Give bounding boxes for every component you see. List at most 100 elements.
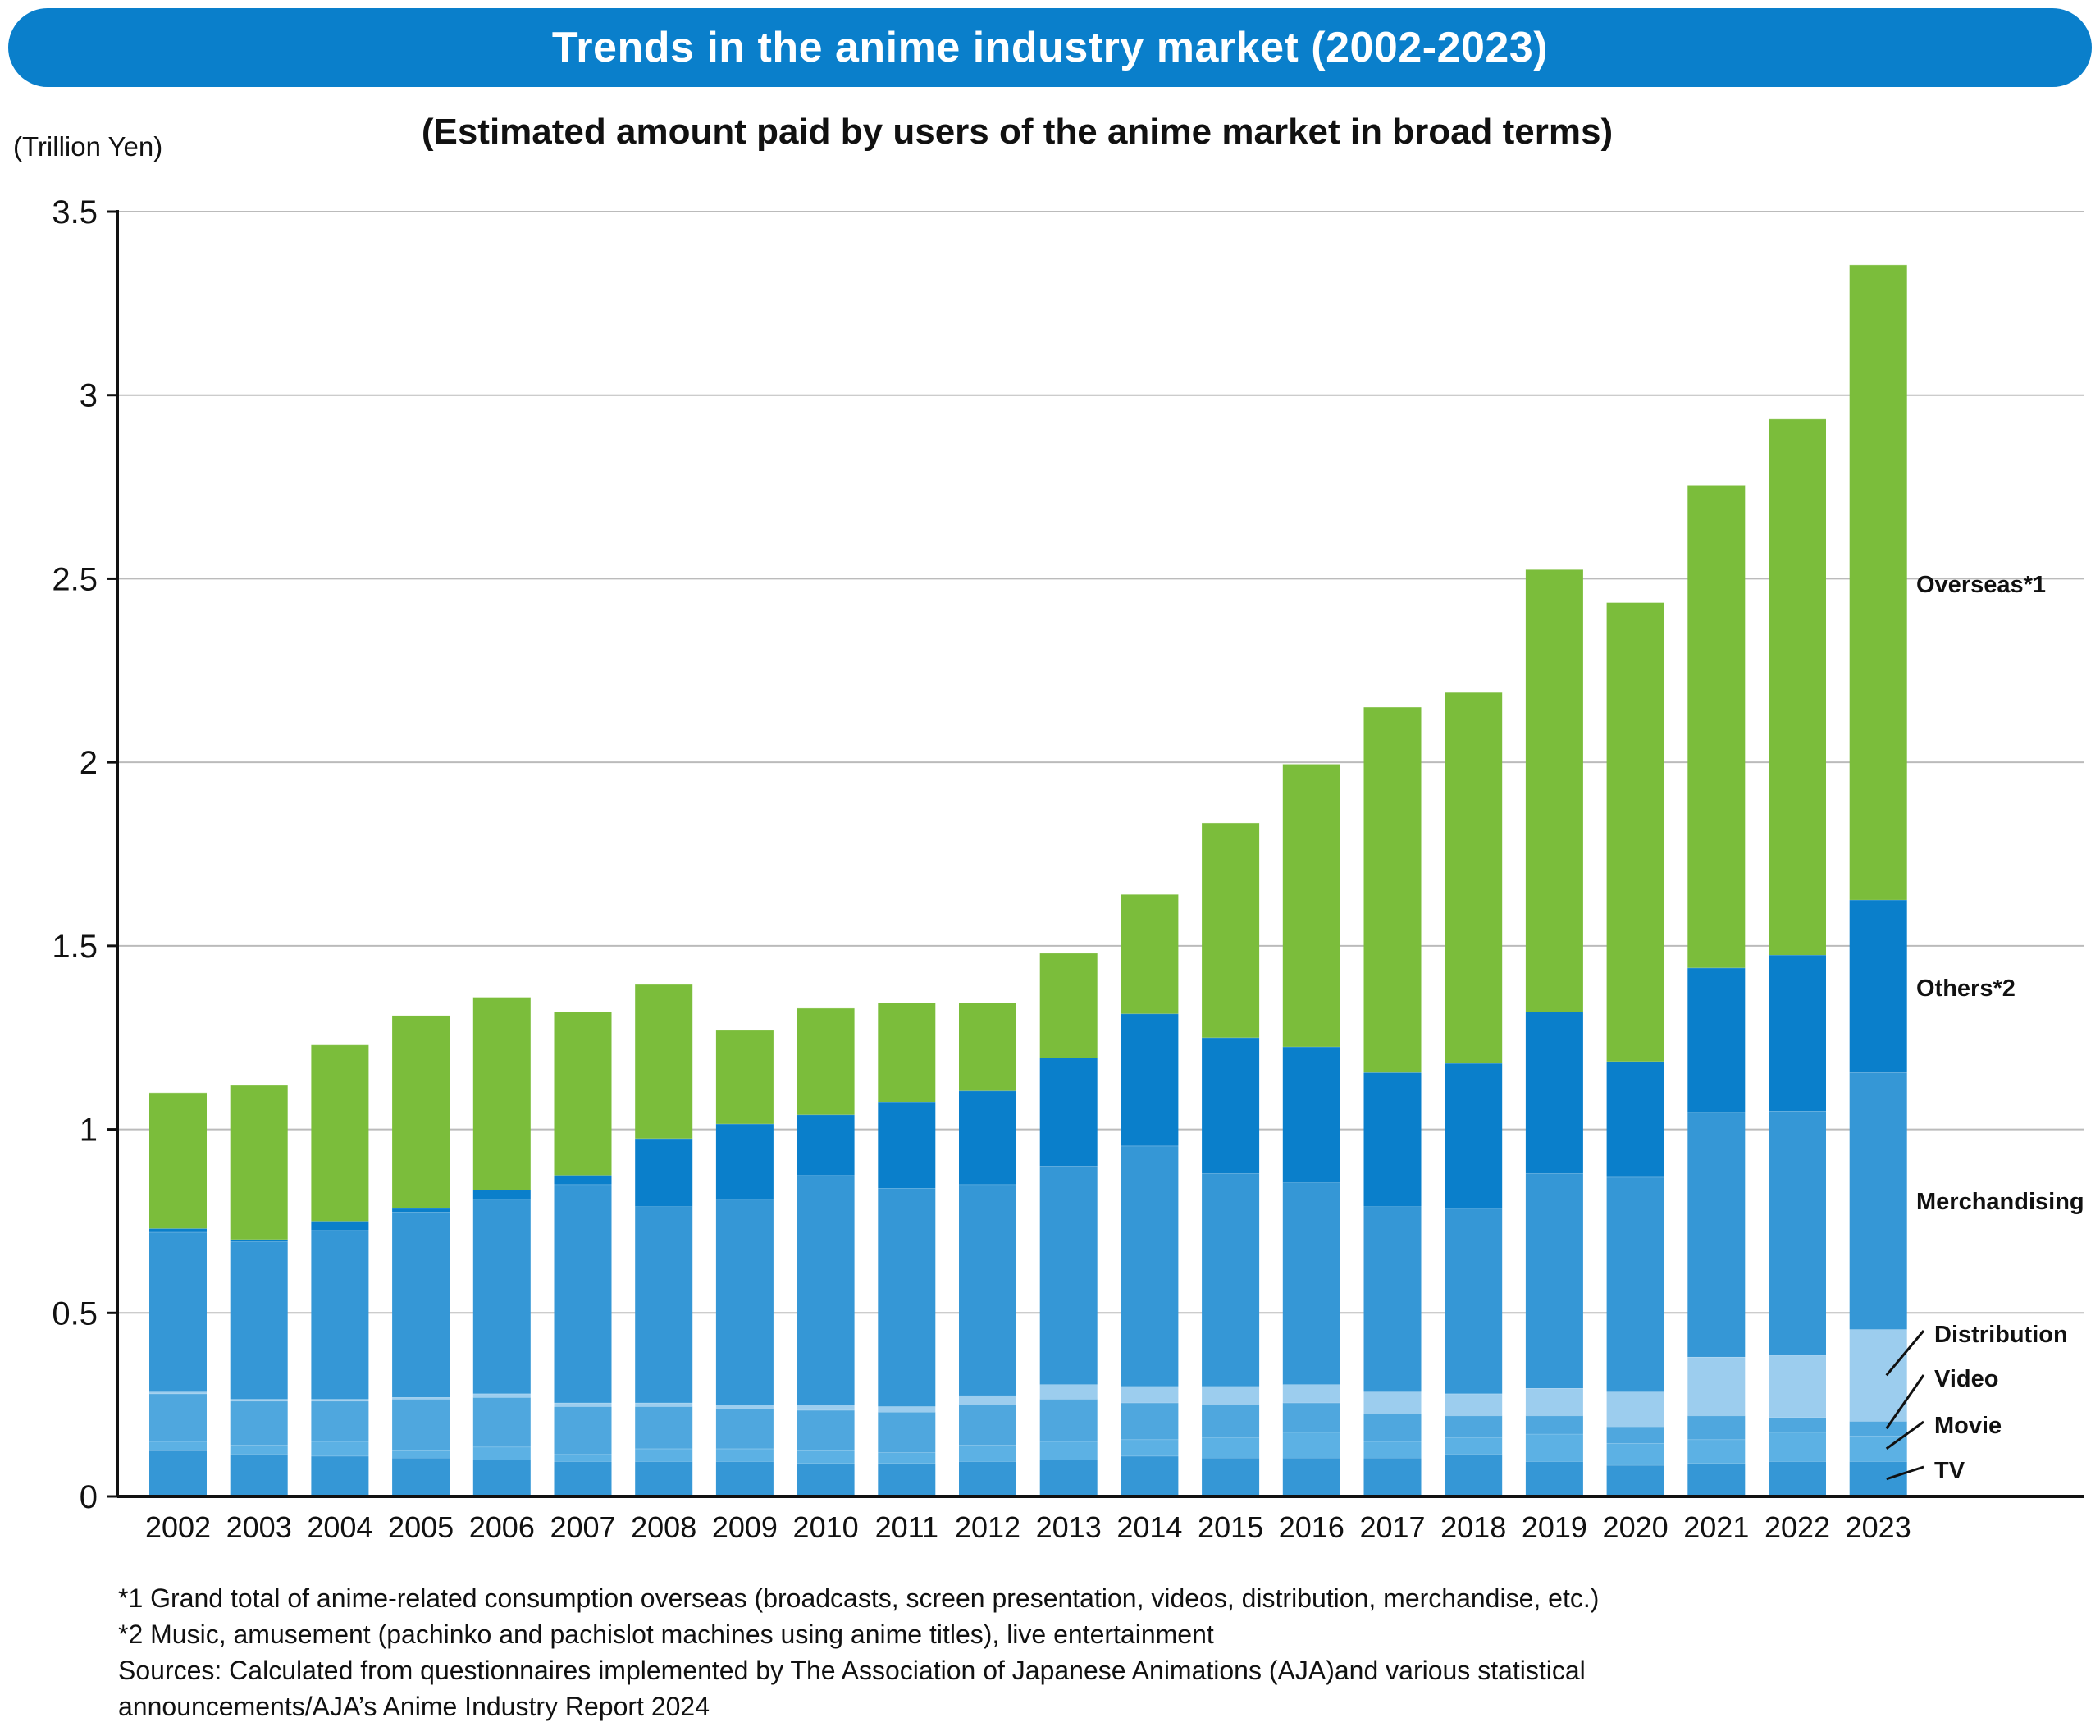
- bar-segment-others2: [230, 1239, 288, 1242]
- bar-segment-video: [149, 1393, 207, 1441]
- bar-segment-merchandising: [1525, 1173, 1583, 1389]
- x-tick-label: 2012: [955, 1510, 1020, 1544]
- bar-segment-video: [392, 1399, 450, 1451]
- bar-segment-movie: [1606, 1443, 1664, 1465]
- bar-segment-video: [715, 1408, 774, 1449]
- bar-segment-overseas1: [149, 1092, 207, 1229]
- bar-segment-movie: [1363, 1441, 1422, 1459]
- bar-segment-tv: [472, 1460, 531, 1496]
- bar-segment-tv: [1849, 1461, 1907, 1496]
- bars: [149, 264, 1907, 1496]
- bar-segment-video: [1282, 1402, 1340, 1432]
- bar-segment-video: [797, 1409, 855, 1451]
- bar-segment-merchandising: [1445, 1208, 1503, 1394]
- y-tick-label: 0.5: [52, 1295, 98, 1332]
- bar-segment-overseas1: [959, 1003, 1016, 1091]
- bar-segment-others2: [1687, 967, 1746, 1113]
- bar-segment-overseas1: [1445, 692, 1503, 1064]
- bar-segment-distribution: [1282, 1384, 1340, 1403]
- bar-segment-tv: [392, 1458, 450, 1496]
- bar-segment-tv: [1687, 1463, 1746, 1496]
- bar-segment-overseas1: [1039, 953, 1098, 1058]
- bar-segment-video: [1606, 1426, 1664, 1444]
- bar-segment-movie: [149, 1441, 207, 1451]
- legend-label-overseas1: Overseas*1: [1916, 572, 2046, 598]
- bar-segment-tv: [959, 1461, 1016, 1496]
- bar-segment-others2: [635, 1138, 693, 1207]
- bar-segment-overseas1: [230, 1085, 288, 1240]
- bar-segment-overseas1: [554, 1012, 612, 1176]
- bar-segment-tv: [149, 1450, 207, 1496]
- bar-segment-tv: [1445, 1454, 1503, 1496]
- x-tick-label: 2005: [388, 1510, 454, 1544]
- y-tick-label: 2.5: [52, 561, 98, 597]
- bar-segment-distribution: [1525, 1388, 1583, 1416]
- legend-label-tv: TV: [1934, 1458, 1965, 1484]
- bar-segment-tv: [635, 1461, 693, 1496]
- legend-label-distribution: Distribution: [1934, 1322, 2068, 1348]
- bar-segment-distribution: [392, 1397, 450, 1400]
- bar-segment-distribution: [878, 1406, 936, 1413]
- legend-label-movie: Movie: [1934, 1413, 2002, 1439]
- bar-segment-merchandising: [1282, 1182, 1340, 1385]
- bar-segment-overseas1: [1121, 894, 1179, 1014]
- bar-segment-merchandising: [797, 1175, 855, 1405]
- source-note-line2: announcements/AJA’s Anime Industry Repor…: [118, 1692, 710, 1721]
- bar-segment-video: [1121, 1402, 1179, 1440]
- bar-segment-merchandising: [230, 1241, 288, 1400]
- bar-segment-distribution: [149, 1391, 207, 1394]
- bar-segment-movie: [311, 1441, 369, 1456]
- axes: 0 0.5 1 1.5 2 2.5 3 3.5 2002 2003 2004 2005 2006 2007…: [52, 194, 2084, 1544]
- bar-segment-distribution: [959, 1395, 1016, 1405]
- bar-segment-distribution: [230, 1399, 288, 1401]
- bar-segment-movie: [1687, 1439, 1746, 1464]
- stacked-bar-chart: 0 0.5 1 1.5 2 2.5 3 3.5 2002 2003 2004 2005 2006 2007…: [52, 194, 2084, 1544]
- bar-segment-others2: [1849, 899, 1907, 1073]
- bar-segment-merchandising: [149, 1231, 207, 1392]
- bar-segment-movie: [1445, 1437, 1503, 1455]
- bar-segment-merchandising: [1039, 1166, 1098, 1385]
- footnotes: *1 Grand total of anime-related consumpt…: [118, 1580, 1599, 1725]
- bar-segment-others2: [311, 1221, 369, 1231]
- bar-segment-others2: [472, 1190, 531, 1199]
- bar-segment-overseas1: [392, 1015, 450, 1208]
- bar-segment-movie: [797, 1450, 855, 1464]
- bar-segment-distribution: [472, 1393, 531, 1398]
- bar-segment-others2: [1363, 1072, 1422, 1207]
- footnote-others: *2 Music, amusement (pachinko and pachis…: [118, 1620, 1214, 1649]
- chart-title: Trends in the anime industry market (200…: [551, 24, 1549, 71]
- bar-segment-merchandising: [1687, 1112, 1746, 1357]
- bar-segment-overseas1: [1606, 602, 1664, 1062]
- bar-segment-video: [1769, 1417, 1826, 1432]
- bar-segment-distribution: [1039, 1384, 1098, 1400]
- bar-segment-merchandising: [1769, 1111, 1826, 1355]
- bar-segment-video: [554, 1406, 612, 1455]
- x-tick-label: 2004: [307, 1510, 372, 1544]
- bar-segment-video: [1849, 1421, 1907, 1437]
- y-tick-label: 1: [80, 1112, 98, 1149]
- x-tick-label: 2022: [1764, 1510, 1830, 1544]
- bar-segment-distribution: [635, 1402, 693, 1407]
- bar-segment-overseas1: [635, 984, 693, 1139]
- x-tick-label: 2013: [1036, 1510, 1102, 1544]
- y-tick-label: 2: [80, 745, 98, 781]
- bar-segment-overseas1: [1849, 264, 1907, 900]
- x-tick-label: 2014: [1116, 1510, 1182, 1544]
- bar-segment-video: [230, 1400, 288, 1446]
- bar-segment-distribution: [715, 1405, 774, 1409]
- bar-segment-others2: [878, 1102, 936, 1189]
- bar-segment-merchandising: [1121, 1145, 1179, 1387]
- bar-segment-overseas1: [1769, 418, 1826, 956]
- bar-segment-distribution: [1363, 1391, 1422, 1414]
- bar-segment-movie: [878, 1452, 936, 1464]
- bar-segment-merchandising: [311, 1230, 369, 1400]
- bar-segment-others2: [554, 1175, 612, 1185]
- bar-segment-merchandising: [715, 1199, 774, 1405]
- bar-segment-video: [1039, 1399, 1098, 1441]
- bar-segment-tv: [1525, 1461, 1583, 1496]
- bar-segment-tv: [1202, 1458, 1260, 1496]
- bar-segment-merchandising: [392, 1212, 450, 1398]
- bar-segment-others2: [715, 1123, 774, 1199]
- bar-segment-merchandising: [1849, 1072, 1907, 1330]
- bar-segment-video: [1687, 1415, 1746, 1440]
